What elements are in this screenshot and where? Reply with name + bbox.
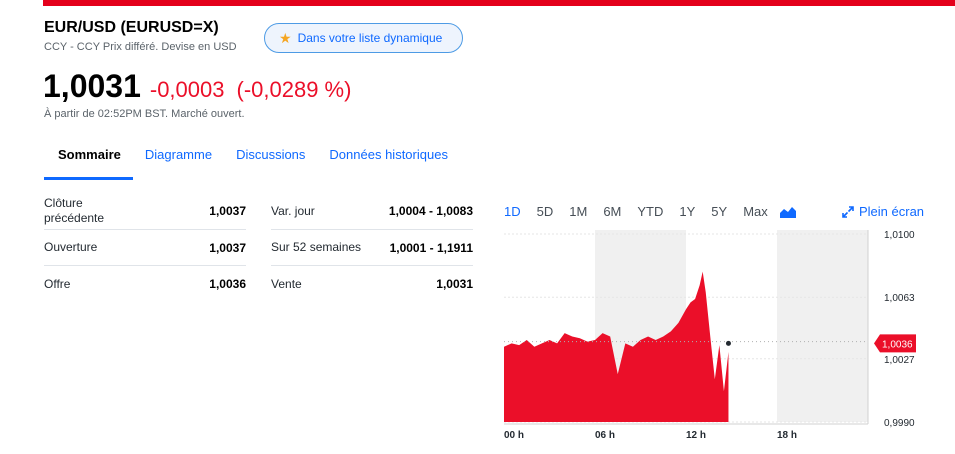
range-6m[interactable]: 6M [603, 204, 622, 219]
price-chart[interactable]: 1,0100 1,0063 1,0027 0,9990 1,0036 00 h 06 h 12… [500, 226, 940, 448]
stat-value-open: 1,0037 [209, 240, 246, 255]
stat-value-ask: 1,0031 [436, 277, 473, 291]
range-5y[interactable]: 5Y [711, 204, 728, 219]
range-ytd[interactable]: YTD [637, 204, 664, 219]
chart-y-tick-label: 0,9990 [884, 418, 915, 429]
price-change-percent: (-0,0289 %) [236, 77, 352, 102]
stat-row: Sur 52 semaines 1,0001 - 1,1911 [271, 230, 473, 266]
tab-diagramme[interactable]: Diagramme [144, 147, 213, 162]
fullscreen-button[interactable]: Plein écran [842, 204, 924, 219]
range-1y[interactable]: 1Y [679, 204, 696, 219]
watchlist-label: Dans votre liste dynamique [297, 31, 443, 45]
star-icon: ★ [279, 30, 292, 46]
chart-x-tick-label: 12 h [686, 430, 706, 441]
range-max[interactable]: Max [743, 204, 768, 219]
stat-value-52-week-range: 1,0001 - 1,1911 [389, 240, 473, 255]
price-change: -0,0003 [149, 77, 225, 102]
stat-value-day-range: 1,0004 - 1,0083 [388, 204, 473, 218]
chart-type-icon[interactable] [780, 206, 796, 218]
range-1m[interactable]: 1M [569, 204, 588, 219]
chart-y-tick-label: 1,0100 [884, 230, 915, 241]
stat-row: Offre 1,0036 [44, 266, 246, 302]
chart-y-tick-label: 1,0027 [884, 355, 915, 366]
stat-value-bid: 1,0036 [209, 277, 246, 291]
stat-label-previous-close: Clôture précédente [44, 196, 105, 225]
stat-row: Var. jour 1,0004 - 1,0083 [271, 193, 473, 230]
market-status-note: À partir de 02:52PM BST. Marché ouvert. [44, 108, 245, 120]
tab-donnees-historiques[interactable]: Données historiques [329, 147, 448, 162]
current-price: 1,0031 [43, 68, 141, 104]
stats-right-table: Var. jour 1,0004 - 1,0083 Sur 52 semaine… [271, 193, 473, 302]
stat-value-previous-close: 1,0037 [209, 204, 246, 218]
chart-x-tick-label: 00 h [504, 430, 524, 441]
stat-label-open: Ouverture [44, 240, 98, 254]
tab-sommaire[interactable]: Sommaire [44, 137, 133, 180]
price-row: 1,0031 -0,0003 (-0,0289 %) [43, 68, 351, 105]
stat-label-52-week-range: Sur 52 semaines [271, 240, 362, 254]
chart-last-point [725, 340, 731, 346]
expand-icon [842, 205, 854, 218]
stat-label-bid: Offre [44, 276, 71, 291]
stats-left-table: Clôture précédente 1,0037 Ouverture 1,00… [44, 193, 246, 302]
quote-tabs: Sommaire Diagramme Discussions Données h… [44, 137, 460, 180]
page-title: EUR/USD (EURUSD=X) [44, 19, 219, 36]
range-5d[interactable]: 5D [536, 204, 554, 219]
chart-x-tick-label: 06 h [595, 430, 615, 441]
chart-session-shade-1 [777, 230, 868, 422]
chart-range-selector: 1D 5D 1M 6M YTD 1Y 5Y Max [504, 204, 784, 219]
tab-discussions[interactable]: Discussions [236, 147, 306, 162]
fullscreen-label: Plein écran [859, 204, 925, 219]
chart-current-price-marker [874, 334, 916, 353]
top-brand-bar [43, 0, 955, 6]
chart-price-area [504, 271, 729, 422]
chart-x-tick-label: 18 h [777, 430, 797, 441]
chart-current-price-label: 1,0036 [882, 339, 913, 350]
stat-row: Clôture précédente 1,0037 [44, 193, 246, 230]
stat-label-ask: Vente [271, 276, 302, 291]
stat-label-day-range: Var. jour [271, 203, 315, 218]
watchlist-button[interactable]: ★ Dans votre liste dynamique [264, 23, 463, 53]
chart-y-tick-label: 1,0063 [884, 293, 915, 304]
stat-row: Vente 1,0031 [271, 266, 473, 302]
quote-subtitle: CCY - CCY Prix différé. Devise en USD [44, 41, 237, 53]
range-1d[interactable]: 1D [504, 204, 521, 219]
stat-row: Ouverture 1,0037 [44, 230, 246, 266]
